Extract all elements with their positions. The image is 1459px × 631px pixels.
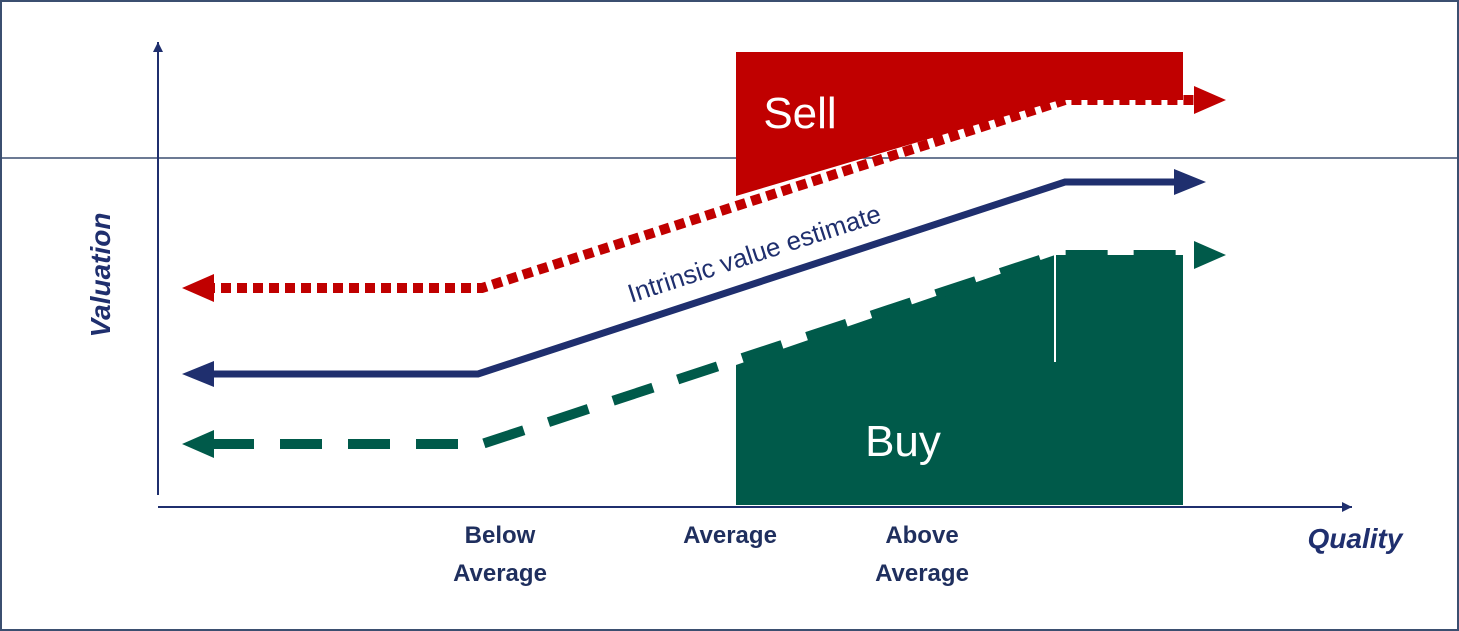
arrowhead xyxy=(182,274,214,302)
arrowhead xyxy=(1194,86,1226,114)
arrowhead xyxy=(1174,169,1206,195)
category-label: Average xyxy=(453,560,547,587)
intrinsic-line xyxy=(205,178,1180,378)
arrowhead xyxy=(182,361,214,387)
y-axis-label: Valuation xyxy=(85,213,116,338)
category-label: Above xyxy=(885,522,958,549)
category-labels: Below Average Average Above Average xyxy=(453,522,969,587)
arrowhead xyxy=(1194,241,1226,269)
sell-region xyxy=(736,52,1183,196)
category-label: Below xyxy=(465,522,536,549)
arrowhead xyxy=(182,430,214,458)
buy-line xyxy=(212,250,1195,449)
region-label: Buy xyxy=(865,417,941,466)
buy-region xyxy=(736,255,1183,505)
category-label: Average xyxy=(875,560,969,587)
x-axis-label: Quality xyxy=(1308,523,1404,554)
category-label: Average xyxy=(683,522,777,549)
region-label: Sell xyxy=(763,89,836,138)
sell-line xyxy=(205,95,1195,293)
